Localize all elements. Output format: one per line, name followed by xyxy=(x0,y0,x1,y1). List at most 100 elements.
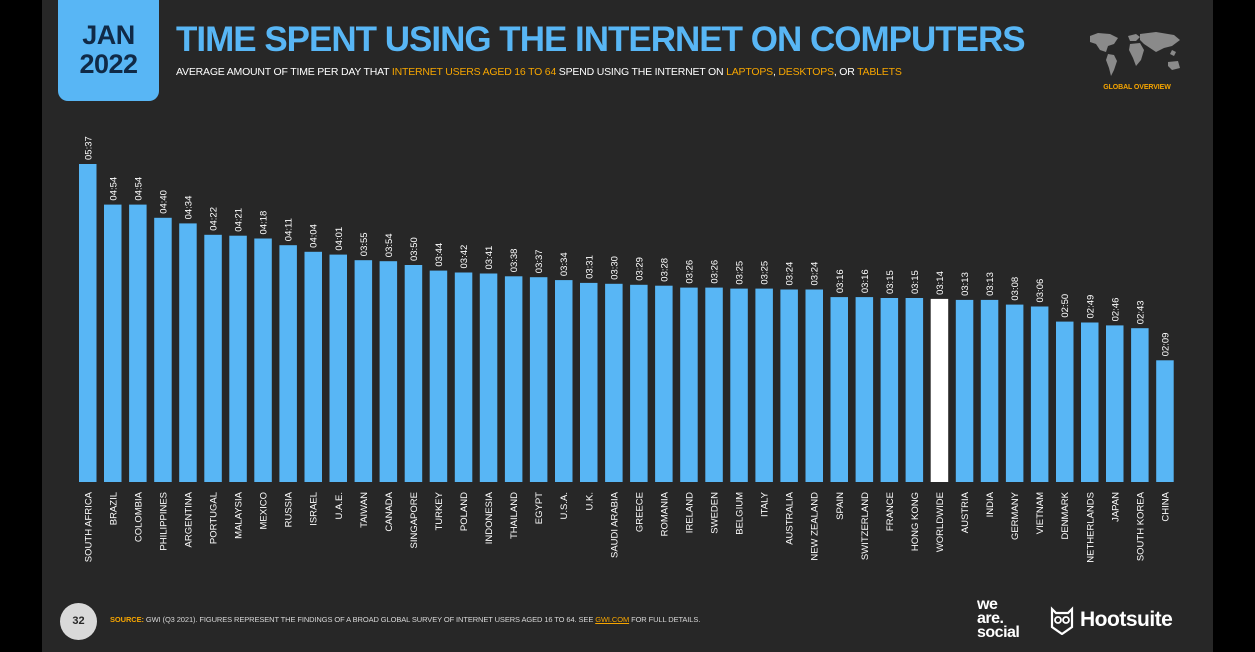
data-label: 03:06 xyxy=(1035,279,1046,303)
category-label: TURKEY xyxy=(434,491,445,530)
subtitle-text: SPEND USING THE INTERNET ON xyxy=(556,66,727,78)
category-label: SINGAPORE xyxy=(409,492,420,549)
category-label: FRANCE xyxy=(885,492,896,531)
subtitle: AVERAGE AMOUNT OF TIME PER DAY THAT INTE… xyxy=(176,66,902,78)
data-label: 02:46 xyxy=(1110,298,1121,322)
data-label: 03:55 xyxy=(359,232,370,256)
data-label: 04:40 xyxy=(158,190,169,214)
subtitle-highlight: TABLETS xyxy=(857,66,902,78)
data-label: 03:28 xyxy=(659,258,670,282)
category-label: BELGIUM xyxy=(735,492,746,535)
bar-malaysia xyxy=(229,235,247,482)
category-label: POLAND xyxy=(459,492,470,531)
bar-vietnam xyxy=(1030,306,1049,482)
bar-israel xyxy=(304,251,322,482)
data-label: 03:31 xyxy=(584,255,595,279)
category-label: PORTUGAL xyxy=(209,492,220,544)
subtitle-text: , xyxy=(772,66,779,78)
data-label: 02:49 xyxy=(1085,295,1096,319)
data-label: 03:14 xyxy=(935,271,946,295)
data-label: 04:11 xyxy=(284,218,295,241)
source-label: SOURCE: xyxy=(110,615,144,624)
logo-social-text: social xyxy=(977,624,1020,641)
bar-india xyxy=(980,299,999,482)
source-note: SOURCE: GWI (Q3 2021). FIGURES REPRESENT… xyxy=(110,615,700,624)
data-label: 03:29 xyxy=(634,257,645,281)
data-label: 03:44 xyxy=(434,243,445,267)
category-label: CHINA xyxy=(1160,491,1171,521)
data-label: 03:26 xyxy=(685,260,696,284)
data-label: 03:08 xyxy=(1010,277,1021,301)
data-label: 04:54 xyxy=(108,177,119,201)
subtitle-highlight: LAPTOPS xyxy=(726,66,773,78)
bar-brazil xyxy=(104,204,122,482)
category-label: GREECE xyxy=(634,492,645,532)
category-label: RUSSIA xyxy=(284,491,295,527)
category-label: ROMANIA xyxy=(659,491,670,536)
data-label: 03:37 xyxy=(534,249,545,273)
category-label: ITALY xyxy=(760,491,771,517)
global-overview-label: GLOBAL OVERVIEW xyxy=(1103,84,1171,91)
data-label: 03:25 xyxy=(735,261,746,285)
category-label: SOUTH KOREA xyxy=(1135,491,1146,561)
bar-switzerland xyxy=(855,297,874,482)
subtitle-highlight: DESKTOPS xyxy=(778,66,834,78)
data-label: 04:22 xyxy=(209,207,220,231)
date-badge: JAN 2022 xyxy=(58,0,159,101)
category-label: BRAZIL xyxy=(108,492,119,525)
data-label: 03:41 xyxy=(484,246,495,270)
category-label: INDIA xyxy=(985,491,996,517)
category-label: ARGENTINA xyxy=(183,491,194,547)
bar-hong-kong xyxy=(905,298,924,482)
data-label: 03:25 xyxy=(760,261,771,285)
source-tail: FOR FULL DETAILS. xyxy=(629,615,701,624)
category-label: EGYPT xyxy=(534,492,545,524)
category-label: THAILAND xyxy=(509,492,520,539)
bar-thailand xyxy=(504,276,523,482)
data-label: 03:13 xyxy=(985,272,996,296)
data-label: 03:34 xyxy=(559,252,570,276)
subtitle-highlight: INTERNET USERS AGED 16 TO 64 xyxy=(391,66,557,78)
category-label: SOUTH AFRICA xyxy=(83,491,94,562)
bar-denmark xyxy=(1056,321,1074,482)
bar-philippines xyxy=(154,217,172,483)
category-label: NEW ZEALAND xyxy=(810,492,821,561)
category-label: VIETNAM xyxy=(1035,492,1046,534)
category-label: GERMANY xyxy=(1010,491,1021,540)
data-label: 03:54 xyxy=(384,233,395,257)
bar-japan xyxy=(1106,325,1124,482)
data-label: 03:16 xyxy=(860,269,871,293)
category-label: DENMARK xyxy=(1060,491,1071,539)
data-label: 02:43 xyxy=(1135,300,1146,324)
bar-singapore xyxy=(404,265,423,482)
bar-austria xyxy=(955,299,974,482)
bar-spain xyxy=(830,297,848,482)
bar-poland xyxy=(454,272,473,482)
category-label: NETHERLANDS xyxy=(1085,492,1096,563)
category-label: SWEDEN xyxy=(710,492,721,534)
bar-u-a-e- xyxy=(329,254,347,482)
bar-italy xyxy=(755,288,773,482)
category-label: HONG KONG xyxy=(910,492,921,551)
hootsuite-logo: Hootsuite xyxy=(1050,602,1173,638)
bar-saudi-arabia xyxy=(605,283,623,482)
source-link[interactable]: GWI.COM xyxy=(595,615,630,624)
data-label: 03:13 xyxy=(960,272,971,296)
data-label: 03:50 xyxy=(409,237,420,261)
category-label: INDONESIA xyxy=(484,491,495,544)
data-label: 04:21 xyxy=(234,208,245,232)
category-label: TAIWAN xyxy=(359,492,370,528)
date-month: JAN xyxy=(82,20,135,50)
bar-sweden xyxy=(705,287,723,482)
subtitle-text: AVERAGE AMOUNT OF TIME PER DAY THAT xyxy=(176,66,392,78)
bar-canada xyxy=(379,261,398,482)
logo-we-text: we xyxy=(977,596,998,613)
data-label: 03:15 xyxy=(910,270,921,294)
bar-taiwan xyxy=(354,260,373,482)
page-title: TIME SPENT USING THE INTERNET ON COMPUTE… xyxy=(176,20,1026,59)
data-label: 02:09 xyxy=(1160,333,1171,357)
logo-are-text: are. xyxy=(977,610,1004,627)
category-label: U.S.A. xyxy=(559,492,570,519)
data-label: 03:24 xyxy=(810,262,821,286)
category-label: SAUDI ARABIA xyxy=(609,491,620,558)
